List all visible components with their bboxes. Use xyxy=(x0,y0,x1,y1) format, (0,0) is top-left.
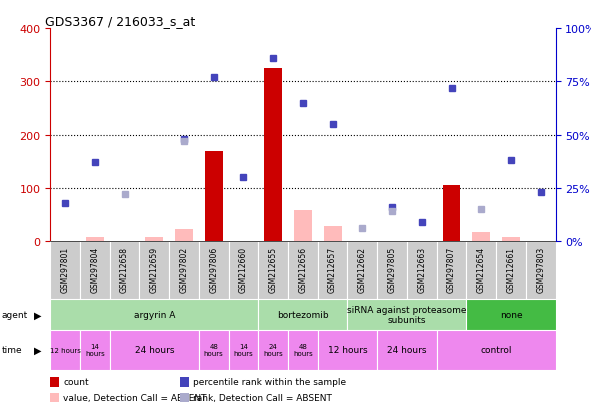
Bar xyxy=(139,242,169,299)
Bar xyxy=(377,330,437,370)
Bar xyxy=(258,242,288,299)
Bar xyxy=(466,299,556,330)
Bar xyxy=(348,242,377,299)
Text: none: none xyxy=(499,311,522,319)
Bar xyxy=(526,242,556,299)
Bar xyxy=(80,242,110,299)
Bar xyxy=(199,330,229,370)
Text: 12 hours: 12 hours xyxy=(327,346,367,354)
Text: 24 hours: 24 hours xyxy=(135,346,174,354)
Text: GSM297806: GSM297806 xyxy=(209,246,218,292)
Bar xyxy=(199,242,229,299)
Bar xyxy=(443,186,460,242)
Bar xyxy=(229,242,258,299)
Text: GSM212662: GSM212662 xyxy=(358,246,367,292)
Bar xyxy=(377,242,407,299)
Text: agent: agent xyxy=(2,310,28,319)
Text: GSM212660: GSM212660 xyxy=(239,246,248,292)
Bar xyxy=(258,299,348,330)
Text: GSM212658: GSM212658 xyxy=(120,246,129,292)
Bar xyxy=(294,211,312,242)
Text: ▶: ▶ xyxy=(34,310,42,320)
Text: 24
hours: 24 hours xyxy=(263,344,283,356)
Text: GSM212655: GSM212655 xyxy=(269,246,278,292)
Text: 14
hours: 14 hours xyxy=(85,344,105,356)
Text: time: time xyxy=(2,345,22,354)
Bar xyxy=(50,299,258,330)
Text: percentile rank within the sample: percentile rank within the sample xyxy=(193,377,346,387)
Text: GSM212659: GSM212659 xyxy=(150,246,159,292)
Text: GSM297801: GSM297801 xyxy=(61,246,70,292)
Bar xyxy=(466,242,496,299)
Bar xyxy=(110,242,139,299)
Bar xyxy=(145,237,163,242)
Bar xyxy=(472,232,490,242)
Text: 14
hours: 14 hours xyxy=(233,344,254,356)
Text: GSM297804: GSM297804 xyxy=(90,246,99,292)
Text: argyrin A: argyrin A xyxy=(134,311,175,319)
Text: control: control xyxy=(480,346,512,354)
Bar xyxy=(86,237,104,242)
Bar xyxy=(264,69,282,242)
Bar xyxy=(437,330,556,370)
Bar xyxy=(437,242,466,299)
Text: 12 hours: 12 hours xyxy=(50,347,80,353)
Bar xyxy=(50,242,80,299)
Bar xyxy=(324,227,342,242)
Text: GSM297803: GSM297803 xyxy=(536,246,545,292)
Text: GSM297807: GSM297807 xyxy=(447,246,456,292)
Bar xyxy=(258,330,288,370)
Text: GSM297802: GSM297802 xyxy=(180,246,189,292)
Bar xyxy=(502,237,520,242)
Text: GSM212661: GSM212661 xyxy=(506,246,515,292)
Bar xyxy=(496,242,526,299)
Text: GSM212657: GSM212657 xyxy=(328,246,337,292)
Bar xyxy=(348,299,466,330)
Bar xyxy=(229,330,258,370)
Text: ▶: ▶ xyxy=(34,345,42,355)
Bar xyxy=(175,230,193,242)
Bar xyxy=(407,242,437,299)
Bar xyxy=(288,242,318,299)
Text: count: count xyxy=(63,377,89,387)
Bar xyxy=(110,330,199,370)
Text: siRNA against proteasome
subunits: siRNA against proteasome subunits xyxy=(347,305,467,325)
Text: rank, Detection Call = ABSENT: rank, Detection Call = ABSENT xyxy=(193,393,332,402)
Text: 48
hours: 48 hours xyxy=(293,344,313,356)
Bar xyxy=(50,330,80,370)
Bar xyxy=(318,330,377,370)
Bar xyxy=(80,330,110,370)
Text: 48
hours: 48 hours xyxy=(204,344,223,356)
Bar xyxy=(205,151,223,242)
Text: 24 hours: 24 hours xyxy=(387,346,427,354)
Text: GDS3367 / 216033_s_at: GDS3367 / 216033_s_at xyxy=(45,15,196,28)
Bar xyxy=(288,330,318,370)
Text: value, Detection Call = ABSENT: value, Detection Call = ABSENT xyxy=(63,393,207,402)
Text: GSM212656: GSM212656 xyxy=(298,246,307,292)
Text: GSM212654: GSM212654 xyxy=(477,246,486,292)
Bar xyxy=(169,242,199,299)
Text: GSM212663: GSM212663 xyxy=(417,246,426,292)
Text: GSM297805: GSM297805 xyxy=(388,246,397,292)
Text: bortezomib: bortezomib xyxy=(277,311,329,319)
Bar xyxy=(318,242,348,299)
